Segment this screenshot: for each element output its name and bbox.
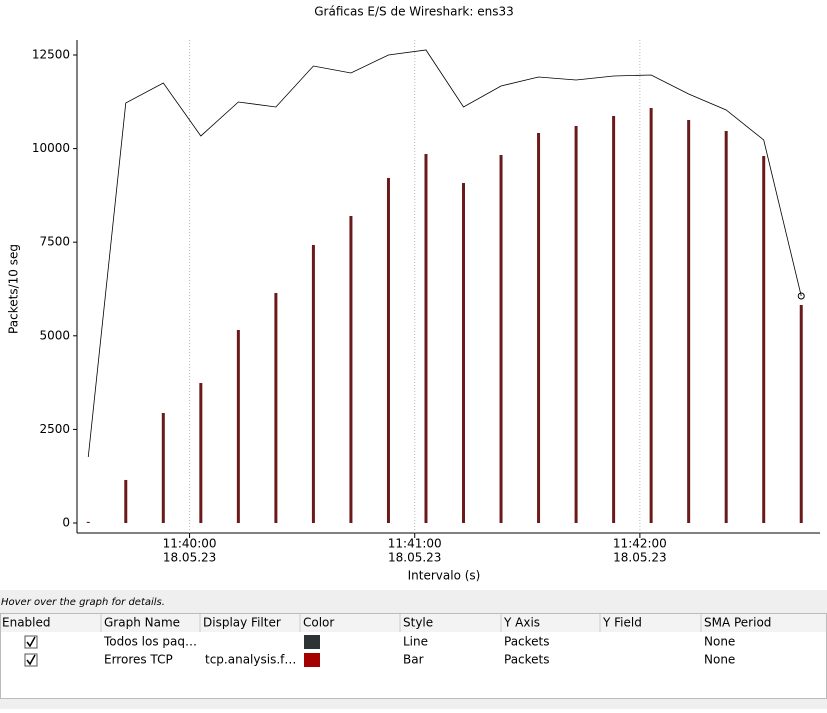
y-tick-label: 12500 [32, 48, 70, 62]
bar [687, 119, 691, 523]
x-tick-label: 11:40:00 [163, 537, 217, 551]
color-swatch [304, 653, 320, 667]
bar [462, 183, 466, 523]
bar [311, 245, 315, 523]
column-header: Style [403, 616, 433, 630]
bar [124, 479, 128, 523]
style: Bar [403, 653, 424, 667]
x-tick-date: 18.05.23 [388, 551, 441, 565]
check [26, 654, 36, 666]
bar [649, 108, 653, 523]
chart-title: Gráficas E/S de Wireshark: ens33 [314, 5, 513, 19]
column-header: Enabled [2, 616, 51, 630]
y-axis: Packets [504, 635, 550, 649]
hover-marker [797, 292, 805, 300]
column-header: Color [303, 616, 334, 630]
bar [612, 115, 616, 524]
bar [424, 153, 428, 523]
y-tick-label: 2500 [39, 422, 70, 436]
x-tick-date: 18.05.23 [613, 551, 666, 565]
bar [274, 293, 278, 523]
line [87, 49, 802, 458]
y-tick-label: 0 [62, 516, 70, 530]
x-tick-label: 11:42:00 [613, 537, 667, 551]
y-axis: Packets [504, 653, 550, 667]
x-tick-label: 11:41:00 [388, 537, 442, 551]
column-header: SMA Period [704, 616, 771, 630]
y-tick-label: 7500 [39, 235, 70, 249]
bar [499, 155, 503, 523]
color-swatch [304, 635, 320, 649]
graph-name: Todos los paq… [103, 635, 197, 649]
bar [386, 177, 390, 523]
y-axis-label: Packets/10 seg [7, 244, 21, 334]
bar [574, 125, 578, 523]
style: Line [403, 635, 428, 649]
display-filter: tcp.analysis.f… [205, 653, 296, 667]
bar [86, 521, 90, 523]
check [26, 636, 36, 648]
y-tick-label: 5000 [39, 328, 70, 342]
column-header: Y Field [602, 616, 642, 630]
column-header: Graph Name [104, 616, 180, 630]
table-header [1, 614, 826, 632]
hint: Hover over the graph for details. [1, 597, 165, 608]
bar [236, 329, 240, 523]
sma-period: None [704, 653, 735, 667]
bar [349, 215, 353, 523]
column-header: Y Axis [503, 616, 540, 630]
bar [762, 156, 766, 523]
bar [161, 413, 165, 523]
bar [199, 383, 203, 523]
y-tick-label: 10000 [32, 141, 70, 155]
x-tick-date: 18.05.23 [163, 551, 216, 565]
column-header: Display Filter [203, 616, 281, 630]
graph-name: Errores TCP [104, 653, 173, 667]
x-axis-label: Intervalo (s) [408, 569, 481, 583]
bar [799, 304, 803, 523]
bar [537, 132, 541, 523]
bar [724, 131, 728, 523]
sma-period: None [704, 635, 735, 649]
